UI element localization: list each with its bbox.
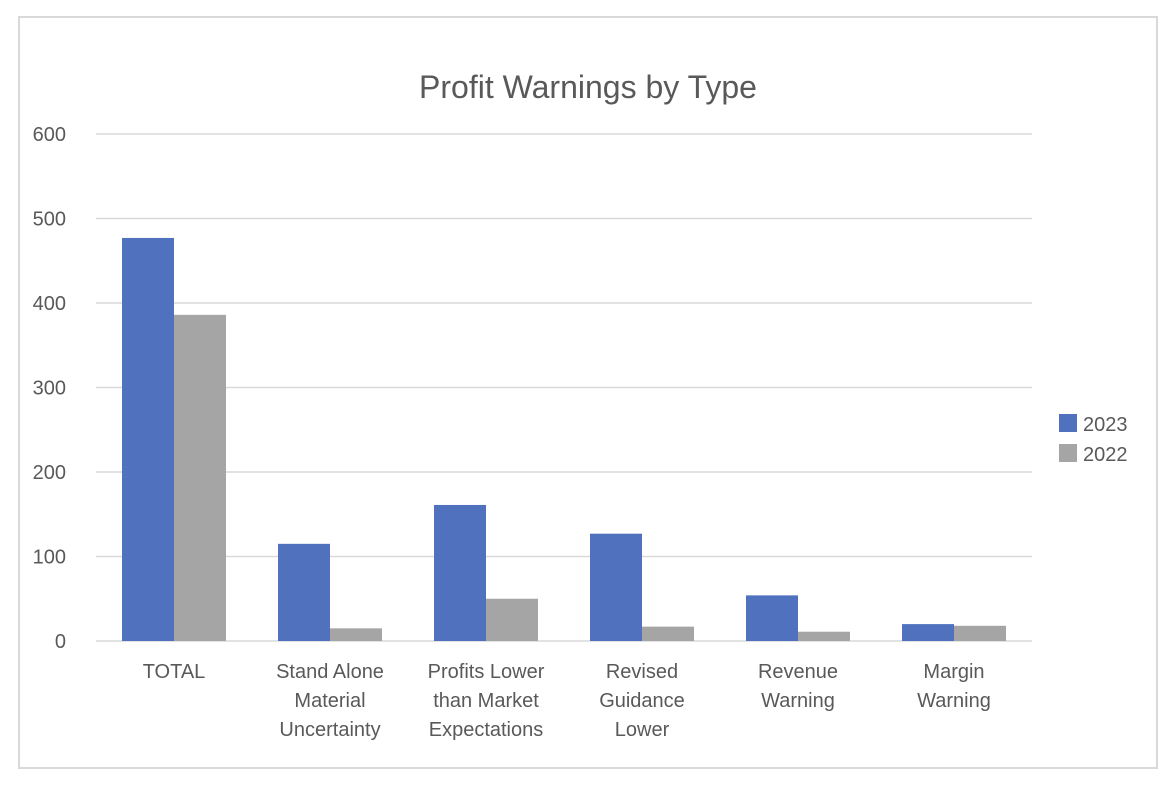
- category-label-line: Stand Alone: [276, 661, 384, 683]
- bar-2022-2: [486, 598, 538, 641]
- legend-swatch: [1059, 414, 1077, 432]
- bar-2022-3: [642, 626, 694, 641]
- category-label-line: Margin: [923, 661, 984, 683]
- y-tick-label: 500: [33, 209, 66, 231]
- bar-2023-3: [590, 533, 642, 641]
- gridlines: [96, 133, 1032, 642]
- y-tick-label: 100: [33, 547, 66, 569]
- category-label-line: Guidance: [599, 690, 685, 712]
- bar-2023-1: [278, 543, 330, 641]
- category-label-line: Revised: [606, 661, 678, 683]
- category-label: Profits Lower than Market Expectations: [428, 661, 545, 741]
- legend-label: 2022: [1083, 444, 1128, 466]
- bar-2022-0: [174, 314, 226, 641]
- y-tick-label: 300: [33, 378, 66, 400]
- bar-2023-5: [902, 624, 954, 641]
- bar-2022-4: [798, 631, 850, 641]
- bars: [122, 237, 1006, 641]
- bar-2022-1: [330, 628, 382, 641]
- y-tick-label: 0: [55, 631, 66, 653]
- legend-swatch: [1059, 444, 1077, 462]
- chart-title: Profit Warnings by Type: [419, 69, 757, 105]
- category-label-line: TOTAL: [143, 661, 206, 683]
- category-label: TOTAL: [143, 661, 206, 683]
- legend-label: 2023: [1083, 414, 1128, 436]
- category-label-line: Warning: [917, 690, 991, 712]
- y-tick-label: 200: [33, 462, 66, 484]
- category-label-line: Material: [294, 690, 365, 712]
- y-axis-tick-labels: 0 100 200 300 400 500 600: [33, 124, 66, 653]
- bar-2023-0: [122, 237, 174, 641]
- category-label: Revenue Warning: [758, 661, 838, 712]
- category-label-line: than Market: [433, 690, 539, 712]
- x-axis-category-labels: TOTAL Stand Alone Material Uncertainty Profi…: [143, 661, 991, 741]
- category-label: Margin Warning: [917, 661, 991, 712]
- category-label-line: Expectations: [429, 719, 544, 741]
- category-label: Revised Guidance Lower: [599, 661, 685, 741]
- bar-2022-5: [954, 625, 1006, 641]
- category-label-line: Uncertainty: [279, 719, 380, 741]
- bar-2023-4: [746, 595, 798, 641]
- category-label-line: Lower: [615, 719, 670, 741]
- category-label: Stand Alone Material Uncertainty: [276, 661, 384, 741]
- legend: 2023 2022: [1059, 414, 1128, 466]
- category-label-line: Profits Lower: [428, 661, 545, 683]
- bar-2023-2: [434, 504, 486, 641]
- category-label-line: Revenue: [758, 661, 838, 683]
- y-tick-label: 400: [33, 293, 66, 315]
- y-tick-label: 600: [33, 124, 66, 146]
- category-label-line: Warning: [761, 690, 835, 712]
